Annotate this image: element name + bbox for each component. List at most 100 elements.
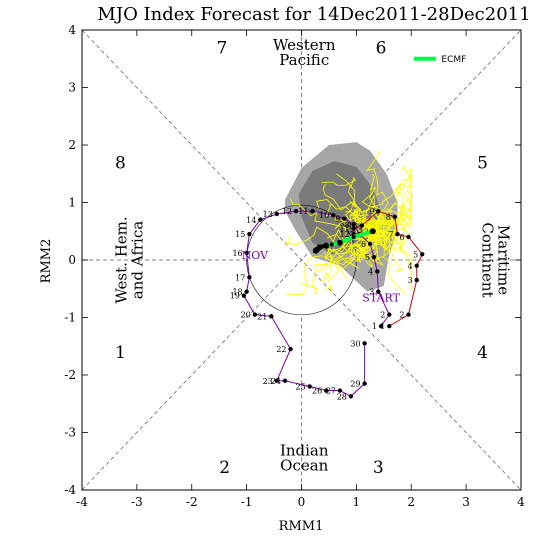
nov-day-label: 24 <box>271 377 281 386</box>
ensemble-member-track <box>286 230 374 295</box>
x-tick-label: 2 <box>407 495 415 509</box>
nov-day-label: 28 <box>337 392 347 401</box>
nov-annotation: NOV <box>242 249 269 262</box>
ensemble-member-track <box>372 228 391 253</box>
dec-day-label: 1 <box>380 322 385 331</box>
dec-track-point <box>420 252 425 257</box>
nov-track-point <box>244 250 249 256</box>
y-tick-label: -3 <box>64 426 76 440</box>
nov-track-point <box>269 314 274 319</box>
y-tick-label: 1 <box>68 196 76 210</box>
nov-track-point <box>362 341 367 346</box>
phase-label: 3 <box>373 458 384 478</box>
phase-label: 8 <box>115 153 126 173</box>
dec-day-label: 4 <box>408 262 413 271</box>
x-tick-label: -1 <box>241 495 253 509</box>
nov-track-point <box>282 378 288 383</box>
y-tick-label: -4 <box>64 483 76 497</box>
dec-day-label: 5 <box>413 250 418 259</box>
nov-track-point <box>367 241 373 247</box>
ensemble-member-track <box>344 210 376 232</box>
nov-day-label: 3 <box>369 288 374 297</box>
nov-track-point <box>378 323 384 329</box>
dec-day-label: 9 <box>369 207 374 216</box>
ensemble-mean-point <box>329 242 334 247</box>
nov-day-label: 17 <box>235 273 245 282</box>
ensemble-member-track <box>339 231 378 279</box>
ensemble-member-track <box>322 183 374 232</box>
dec-track-point <box>414 263 419 268</box>
nov-day-label: 29 <box>350 380 360 389</box>
nov-day-label: 1 <box>372 322 377 331</box>
dec-track-point <box>406 234 411 240</box>
y-tick-label: 3 <box>68 81 76 95</box>
nov-day-label: 5 <box>365 253 370 262</box>
nov-day-label: 26 <box>312 387 322 396</box>
nov-day-label: 20 <box>241 311 251 320</box>
dec-track-point <box>414 277 419 283</box>
chart-title: MJO Index Forecast for 14Dec2011-28Dec20… <box>97 4 530 25</box>
dec-track-point <box>395 231 400 237</box>
phase-label: 1 <box>115 343 126 363</box>
nov-track-line <box>243 210 390 397</box>
nov-track-point <box>371 254 377 260</box>
ensemble-mean-point <box>336 239 343 246</box>
ensemble-member-track <box>372 231 404 272</box>
nov-track-point <box>342 216 347 221</box>
dec-day-label: 2 <box>399 311 404 320</box>
y-tick-label: 0 <box>68 253 76 267</box>
x-tick-label: 4 <box>517 495 525 509</box>
phase-label: 5 <box>477 153 488 173</box>
region-label-top: Pacific <box>279 51 329 69</box>
ensemble-member-track <box>323 227 374 293</box>
x-tick-label: -4 <box>76 495 88 509</box>
nov-track-point <box>307 384 312 389</box>
ensemble-member-track <box>336 173 374 232</box>
nov-day-label: 16 <box>232 249 242 258</box>
dec-day-label: 8 <box>386 213 391 222</box>
region-label-left-line: West. Hem. <box>112 216 130 303</box>
ensemble-member-track <box>330 220 374 253</box>
nov-track-point <box>274 211 280 217</box>
nov-day-label: 22 <box>276 345 286 354</box>
nov-track-point <box>323 388 329 393</box>
phase-label: 2 <box>219 458 230 478</box>
nov-track-point <box>362 381 367 386</box>
nov-day-label: 23 <box>263 377 273 386</box>
nov-day-label: 27 <box>326 387 336 396</box>
nov-track-point <box>331 212 336 218</box>
nov-track-point <box>241 293 247 298</box>
nov-track-point <box>310 208 315 214</box>
x-tick-label: 3 <box>462 495 470 509</box>
ensemble-mean-point <box>351 235 356 239</box>
y-tick-label: 4 <box>68 23 76 37</box>
nov-track-point <box>376 289 381 294</box>
ensemble-member-track <box>372 186 408 232</box>
y-tick-label: 2 <box>68 138 76 152</box>
nov-track-point <box>252 312 258 317</box>
nov-day-label: 13 <box>263 210 273 219</box>
nov-day-label: 14 <box>246 216 256 225</box>
dec-day-label: 10 <box>348 222 358 231</box>
nov-day-label: 12 <box>282 207 292 216</box>
ensemble-member-track <box>321 231 377 282</box>
x-tick-label: 1 <box>353 495 361 509</box>
dec-track-point <box>387 323 392 329</box>
dec-day-label: 7 <box>388 230 393 239</box>
phase-label: 6 <box>376 38 387 58</box>
ensemble-member-track <box>366 149 389 232</box>
nov-day-label: 10 <box>319 211 329 220</box>
y-tick-label: -2 <box>64 368 76 382</box>
legend-entry-label: ECMF <box>441 55 466 65</box>
ensemble-mean-point <box>323 242 330 249</box>
x-tick-label: 0 <box>298 495 306 509</box>
nov-track-point <box>247 231 252 237</box>
ensemble-mean-point <box>369 228 376 235</box>
ensemble-member-track <box>324 231 374 264</box>
nov-track-point <box>288 346 293 352</box>
region-label-bottom: Ocean <box>280 457 329 475</box>
nov-day-label: 9 <box>335 215 340 224</box>
